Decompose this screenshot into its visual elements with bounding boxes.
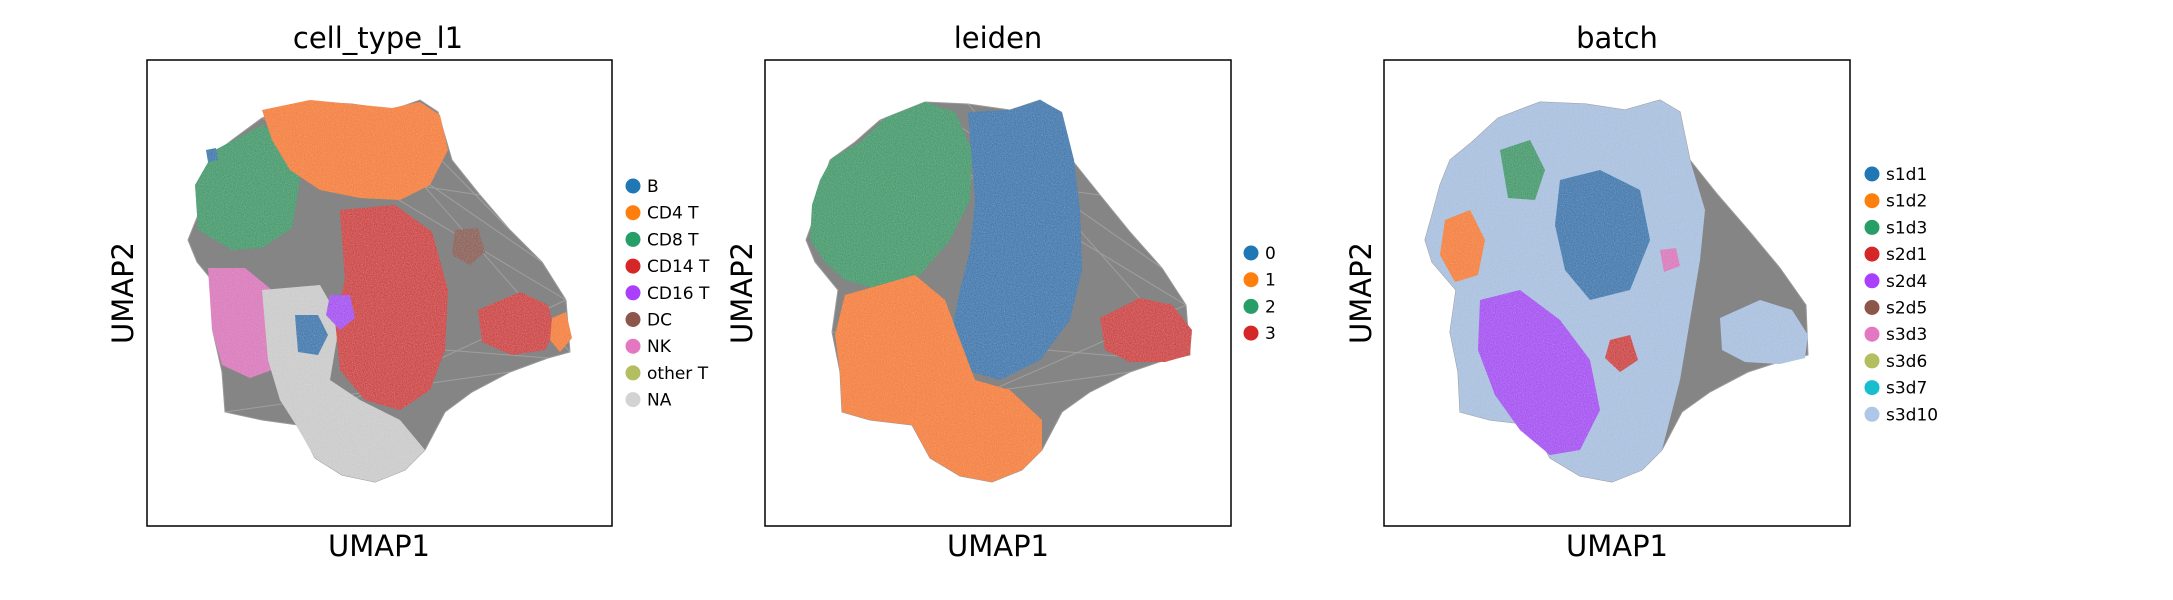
legend-label: 3: [1265, 324, 1276, 344]
legend-label: s3d3: [1886, 325, 1927, 345]
legend-marker: [1864, 326, 1880, 342]
legend: B CD4 T CD8 T CD14 T CD16 T DC NK other T NA: [625, 177, 710, 411]
legend-label: s3d6: [1886, 352, 1927, 372]
legend-marker: [1864, 380, 1880, 396]
legend-marker: [1864, 353, 1880, 369]
panel-cell-type: cell_type_l1 UMAP1 UMAP2 B CD4 T CD8 T CD14…: [106, 21, 710, 563]
cluster-cd4t-right: [550, 312, 572, 352]
cluster-s2d1: [1605, 335, 1638, 372]
legend-marker: [625, 338, 641, 354]
cluster-s2d4: [1478, 290, 1600, 455]
y-axis-label: UMAP2: [725, 242, 759, 344]
x-axis-label: UMAP1: [947, 529, 1049, 563]
legend-label: s1d3: [1886, 218, 1927, 238]
plot-frame: [1383, 59, 1851, 527]
cluster-b-top: [206, 148, 218, 162]
legend-marker: [625, 365, 641, 381]
cluster-cd14t-right: [478, 292, 555, 355]
cluster-s1d1: [1555, 170, 1650, 300]
legend-label: s1d1: [1886, 165, 1927, 185]
legend-label: B: [647, 177, 659, 197]
legend-marker: [1243, 272, 1259, 288]
legend-marker: [1864, 406, 1880, 422]
legend-label: NA: [647, 391, 672, 411]
legend-label: other T: [647, 364, 709, 384]
chart-title: leiden: [954, 21, 1043, 55]
cluster-b: [295, 315, 328, 355]
legend: s1d1 s1d2 s1d3 s2d1 s2d4 s2d5 s3d3 s3d6 s3d7 s3d1…: [1864, 165, 1938, 425]
legend-label: s3d7: [1886, 379, 1927, 399]
cluster-3: [1100, 298, 1192, 362]
legend-label: s1d2: [1886, 192, 1927, 212]
legend-marker: [1243, 298, 1259, 314]
legend-label: s2d5: [1886, 299, 1927, 319]
cluster-0: [952, 100, 1082, 380]
chart-title: cell_type_l1: [293, 21, 463, 55]
umap-cloud: [805, 99, 1192, 483]
legend-label: NK: [647, 337, 672, 357]
legend-label: 0: [1265, 244, 1276, 264]
panel-batch: batch UMAP1 UMAP2 s1d1 s1d2 s1d3 s2d1 s2d4 s2…: [1344, 21, 1938, 563]
umap-cloud: [187, 99, 572, 483]
y-axis-label: UMAP2: [106, 242, 140, 344]
cluster-cd4t: [262, 100, 448, 200]
legend-label: 1: [1265, 271, 1276, 291]
legend-label: CD4 T: [647, 204, 699, 224]
cluster-s1d3: [1500, 140, 1545, 200]
legend-marker: [1864, 246, 1880, 262]
plot-frame: [764, 59, 1232, 527]
cluster-cd14t: [335, 205, 448, 410]
plot-frame: [146, 59, 613, 527]
chart-title: batch: [1576, 21, 1658, 55]
cluster-dc: [452, 228, 485, 265]
legend-marker: [1864, 219, 1880, 235]
legend-marker: [625, 392, 641, 408]
cluster-1: [835, 275, 1042, 482]
cluster-2: [810, 102, 972, 290]
legend-label: s2d4: [1886, 272, 1927, 292]
legend-label: CD16 T: [647, 284, 710, 304]
legend-marker: [625, 205, 641, 221]
cluster-cd16t: [326, 295, 355, 330]
legend-label: s3d10: [1886, 405, 1938, 425]
y-axis-label: UMAP2: [1344, 242, 1378, 344]
legend-marker: [1243, 245, 1259, 261]
legend-marker: [625, 231, 641, 247]
cluster-cd8t: [195, 125, 300, 250]
panel-leiden: leiden UMAP1 UMAP2 0 1 2 3: [725, 21, 1276, 563]
legend-marker: [625, 258, 641, 274]
legend: 0 1 2 3: [1243, 244, 1276, 344]
legend-marker: [625, 178, 641, 194]
umap-cloud: [1424, 99, 1809, 483]
legend-marker: [1864, 166, 1880, 182]
legend-label: CD14 T: [647, 257, 710, 277]
legend-marker: [625, 312, 641, 327]
cluster-s3d3: [1660, 248, 1680, 272]
legend-label: 2: [1265, 297, 1276, 317]
legend-label: CD8 T: [647, 230, 699, 250]
legend-marker: [1864, 193, 1880, 209]
legend-marker: [625, 285, 641, 301]
cluster-s3d10-right: [1720, 300, 1808, 364]
cluster-s1d2: [1440, 210, 1485, 282]
x-axis-label: UMAP1: [328, 529, 430, 563]
legend-label: s2d1: [1886, 245, 1927, 265]
legend-label: DC: [647, 311, 672, 331]
legend-marker: [1864, 273, 1880, 289]
x-axis-label: UMAP1: [1566, 529, 1668, 563]
legend-marker: [1864, 300, 1880, 315]
legend-marker: [1243, 325, 1259, 341]
